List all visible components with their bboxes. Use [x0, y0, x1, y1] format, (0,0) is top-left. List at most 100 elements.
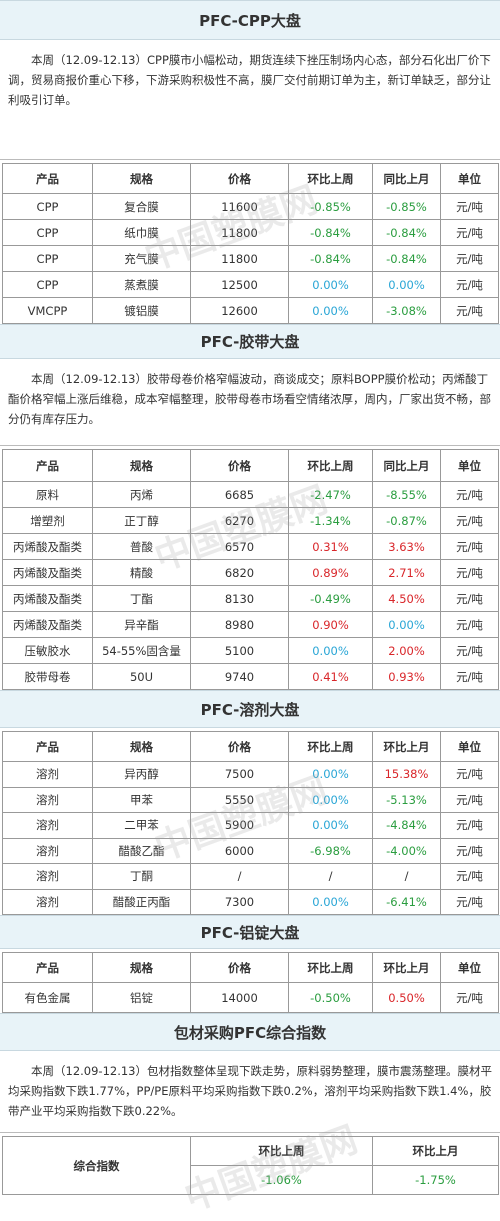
- header-cell: 环比上月: [372, 731, 441, 762]
- data-row: 溶剂 异丙醇 7500 0.00% 15.38% 元/吨: [2, 761, 499, 788]
- header-cell: 产品: [2, 952, 93, 983]
- cell: 6570: [190, 533, 289, 560]
- cell: 50U: [92, 663, 191, 690]
- cell: 0.93%: [372, 663, 441, 690]
- data-row: 丙烯酸及酯类 精酸 6820 0.89% 2.71% 元/吨: [2, 559, 499, 586]
- section-paragraph: 本周（12.09-12.13）胶带母卷价格窄幅波动，商谈成交；原料BOPP膜价松…: [0, 359, 500, 446]
- cell: 3.63%: [372, 533, 441, 560]
- cell: 元/吨: [440, 559, 499, 586]
- cell: 0.00%: [288, 637, 373, 664]
- cell: 12600: [190, 297, 289, 324]
- cell: 蒸煮膜: [92, 271, 191, 298]
- cell: -8.55%: [372, 481, 441, 508]
- cell: 元/吨: [440, 219, 499, 246]
- cell: 4.50%: [372, 585, 441, 612]
- cell: CPP: [2, 271, 93, 298]
- cell: -0.84%: [288, 245, 373, 272]
- cell: 0.00%: [288, 812, 373, 839]
- cell: 0.00%: [288, 786, 373, 813]
- cell: 14000: [190, 982, 289, 1013]
- data-row: 丙烯酸及酯类 普酸 6570 0.31% 3.63% 元/吨: [2, 533, 499, 560]
- header-cell: 环比上周: [190, 1136, 373, 1166]
- data-row: CPP 复合膜 11600 -0.85% -0.85% 元/吨: [2, 193, 499, 220]
- cell: CPP: [2, 245, 93, 272]
- cell: -4.00%: [372, 837, 441, 864]
- cell: /: [372, 863, 441, 890]
- header-cell: 单位: [440, 163, 499, 194]
- index-label: 综合指数: [2, 1136, 191, 1195]
- header-cell: 产品: [2, 163, 93, 194]
- cell: 7300: [190, 888, 289, 915]
- cell: 5550: [190, 786, 289, 813]
- header-cell: 规格: [92, 449, 191, 482]
- header-cell: 环比上周: [288, 449, 373, 482]
- cell: 胶带母卷: [2, 663, 93, 690]
- header-cell: 价格: [190, 952, 289, 983]
- data-row: CPP 充气膜 11800 -0.84% -0.84% 元/吨: [2, 245, 499, 272]
- cell: 11600: [190, 193, 289, 220]
- section-title: PFC-CPP大盘: [0, 0, 500, 40]
- section-paragraph: 本周（12.09-12.13）CPP膜市小幅松动，期货连续下挫压制场内心态，部分…: [0, 40, 500, 160]
- cell: 元/吨: [440, 297, 499, 324]
- price-table: 产品 规格 价格 环比上周 同比上月 单位 原料 丙烯 6685 -2.47% -8.55% 元/吨增…: [2, 449, 499, 690]
- header-row: 产品 规格 价格 环比上周 同比上月 单位: [2, 163, 499, 194]
- data-row: 丙烯酸及酯类 丁酯 8130 -0.49% 4.50% 元/吨: [2, 585, 499, 612]
- data-row: CPP 蒸煮膜 12500 0.00% 0.00% 元/吨: [2, 271, 499, 298]
- cell: 复合膜: [92, 193, 191, 220]
- section-title: 包材采购PFC综合指数: [0, 1013, 500, 1051]
- cell: 元/吨: [440, 786, 499, 813]
- cell: 0.00%: [372, 611, 441, 638]
- cell: -1.34%: [288, 507, 373, 534]
- cell: 丙烯酸及酯类: [2, 533, 93, 560]
- cell: 6820: [190, 559, 289, 586]
- cell: 增塑剂: [2, 507, 93, 534]
- data-row: 溶剂 醋酸乙酯 6000 -6.98% -4.00% 元/吨: [2, 837, 499, 864]
- cell: 0.90%: [288, 611, 373, 638]
- data-row: CPP 纸巾膜 11800 -0.84% -0.84% 元/吨: [2, 219, 499, 246]
- header-cell: 单位: [440, 449, 499, 482]
- cell: 溶剂: [2, 863, 93, 890]
- cell: 6000: [190, 837, 289, 864]
- cell: 0.00%: [288, 888, 373, 915]
- cell: 异辛酯: [92, 611, 191, 638]
- cell: 元/吨: [440, 888, 499, 915]
- price-table: 产品 规格 价格 环比上周 环比上月 单位 溶剂 异丙醇 7500 0.00% 15.38% 元/吨溶…: [2, 731, 499, 915]
- data-row: 胶带母卷 50U 9740 0.41% 0.93% 元/吨: [2, 663, 499, 690]
- cell: 2.00%: [372, 637, 441, 664]
- cell: -6.41%: [372, 888, 441, 915]
- cell: 7500: [190, 761, 289, 788]
- cell: -0.84%: [372, 219, 441, 246]
- data-row: 溶剂 二甲苯 5900 0.00% -4.84% 元/吨: [2, 812, 499, 839]
- data-row: VMCPP 镀铝膜 12600 0.00% -3.08% 元/吨: [2, 297, 499, 324]
- header-cell: 环比上周: [288, 163, 373, 194]
- cell: 元/吨: [440, 481, 499, 508]
- cell: 5900: [190, 812, 289, 839]
- cell: 丁酯: [92, 585, 191, 612]
- header-row: 产品 规格 价格 环比上周 环比上月 单位: [2, 731, 499, 762]
- cell: -0.50%: [288, 982, 373, 1013]
- data-row: 增塑剂 正丁醇 6270 -1.34% -0.87% 元/吨: [2, 507, 499, 534]
- cell: 丙烯酸及酯类: [2, 611, 93, 638]
- cell: 元/吨: [440, 863, 499, 890]
- header-row: 产品 规格 价格 环比上周 同比上月 单位: [2, 449, 499, 482]
- cell: 元/吨: [440, 982, 499, 1013]
- cell: 12500: [190, 271, 289, 298]
- cell: 丙烯: [92, 481, 191, 508]
- cell: 醋酸乙酯: [92, 837, 191, 864]
- cell: -0.87%: [372, 507, 441, 534]
- cell: 0.31%: [288, 533, 373, 560]
- header-cell: 单位: [440, 952, 499, 983]
- cell: -2.47%: [288, 481, 373, 508]
- cell: 镀铝膜: [92, 297, 191, 324]
- cell: 充气膜: [92, 245, 191, 272]
- header-cell: 同比上月: [372, 163, 441, 194]
- cell: 元/吨: [440, 812, 499, 839]
- header-cell: 价格: [190, 163, 289, 194]
- header-cell: 规格: [92, 952, 191, 983]
- header-cell: 环比上周: [288, 952, 373, 983]
- cell: 8130: [190, 585, 289, 612]
- header-cell: 价格: [190, 449, 289, 482]
- header-cell: 环比上周: [288, 731, 373, 762]
- cell: 丙烯酸及酯类: [2, 559, 93, 586]
- section-title: PFC-溶剂大盘: [0, 690, 500, 728]
